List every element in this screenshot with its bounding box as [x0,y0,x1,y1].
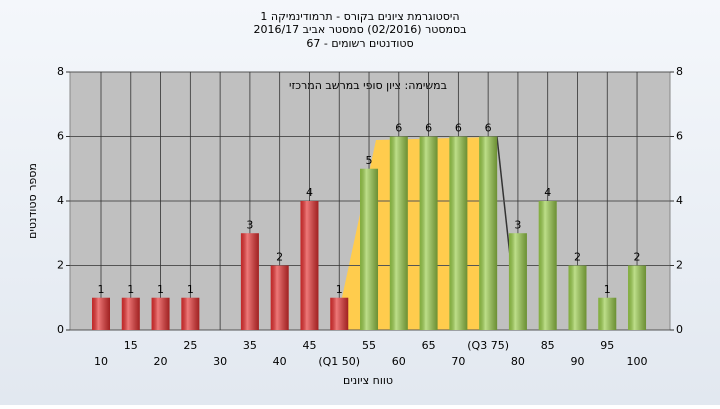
x-tick-label: 45 [302,339,316,352]
y-tick-label: 8 [57,65,64,78]
x-tick-label: (Q1 50) [318,355,360,368]
value-label: 4 [306,186,313,199]
x-tick-label: 55 [362,339,376,352]
value-label: 1 [604,283,611,296]
x-tick-label: 95 [600,339,614,352]
value-label: 2 [276,251,283,264]
bar-shade [270,265,289,330]
value-label: 1 [127,283,134,296]
chart-subtitle: סטודנטים רשומים - 67 [306,37,413,50]
bar-shade [151,297,170,330]
bar-shade [360,168,379,330]
x-tick-label: 80 [511,355,525,368]
bar-shade [389,136,408,330]
x-tick-label: 60 [392,355,406,368]
x-tick-label: 15 [124,339,138,352]
y-tick-label: 0 [57,323,64,336]
bar-shade [598,297,617,330]
bar-shade [568,265,587,330]
bar-shade [508,233,527,330]
x-tick-label: 10 [94,355,108,368]
y-tick-label: 2 [57,259,64,272]
bar-shade [479,136,498,330]
y2-tick-label: 0 [676,323,683,336]
x-tick-label: 100 [627,355,648,368]
value-label: 1 [98,283,105,296]
bar-shade [240,233,259,330]
y2-tick-label: 2 [676,259,683,272]
bar-shade [538,201,557,330]
bar-shade [181,297,200,330]
value-label: 6 [395,122,402,135]
annotation: במשימה: ציון סופי במרשב המרכזי [289,79,447,92]
bar-shade [449,136,468,330]
y-tick-label: 6 [57,130,64,143]
x-tick-label: 85 [541,339,555,352]
x-tick-label: 90 [570,355,584,368]
x-tick-label: 40 [273,355,287,368]
x-tick-label: 20 [154,355,168,368]
value-label: 3 [246,218,253,231]
value-label: 1 [157,283,164,296]
y2-tick-label: 8 [676,65,683,78]
value-label: 3 [514,218,521,231]
value-label: 2 [574,251,581,264]
value-label: 1 [336,283,343,296]
y2-tick-label: 6 [676,130,683,143]
value-label: 2 [634,251,641,264]
x-tick-label: 25 [183,339,197,352]
value-label: 4 [544,186,551,199]
x-tick-label: 30 [213,355,227,368]
value-label: 5 [366,154,373,167]
y-tick-label: 4 [57,194,64,207]
x-tick-label: (Q3 75) [467,339,509,352]
bar-shade [330,297,349,330]
x-tick-label: 70 [451,355,465,368]
chart-subtitle: בסמסטר (02/2016) סמסטר אביב 2016/17 [253,23,466,36]
value-label: 1 [187,283,194,296]
x-tick-label: 35 [243,339,257,352]
value-label: 6 [425,122,432,135]
x-axis-label: טווח ציונים [343,374,393,387]
chart-title: היסטוגרמת ציונים בקורס - תרמודינמיקה 1 [260,10,459,23]
bar-shade [300,201,319,330]
bar-shade [121,297,140,330]
x-tick-label: 65 [422,339,436,352]
bar-shade [628,265,647,330]
bar-shade [419,136,438,330]
y-axis-label: מספר סטודנטים [26,163,39,239]
value-label: 6 [485,122,492,135]
value-label: 6 [455,122,462,135]
y2-tick-label: 4 [676,194,683,207]
bar-shade [92,297,110,330]
